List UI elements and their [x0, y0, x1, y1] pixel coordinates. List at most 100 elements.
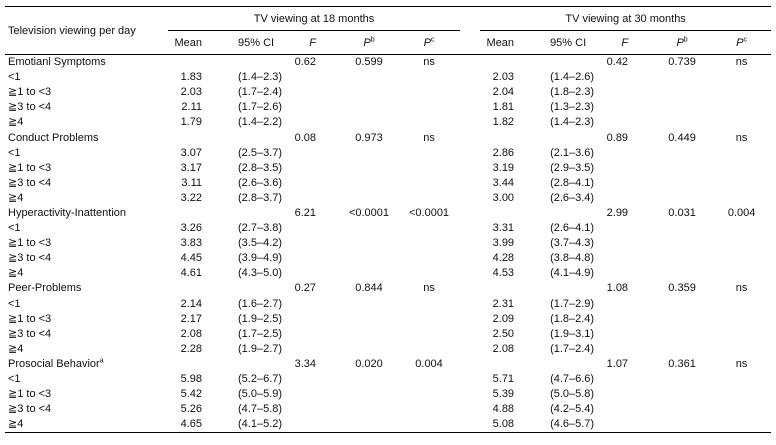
- mean-30: 2.86: [492, 146, 515, 159]
- f-value-18: 0.08: [292, 130, 340, 145]
- mean-18: 2.14: [180, 297, 202, 310]
- empty-cell: [712, 191, 771, 206]
- mean-30: 3.99: [492, 237, 515, 250]
- empty-cell: [532, 206, 604, 221]
- group-gap: [460, 130, 480, 145]
- ci-18: (1.9–2.7): [238, 342, 283, 355]
- group-gap: [460, 146, 480, 161]
- f-value-30-text: 1.08: [606, 282, 629, 295]
- f-value-30-text: 0.42: [606, 56, 629, 69]
- group-header-18: TV viewing at 18 months: [168, 6, 461, 31]
- group-gap: [460, 70, 480, 85]
- empty-cell: [340, 372, 398, 387]
- f-value-18-text: 3.34: [294, 357, 316, 370]
- empty-cell: [480, 206, 532, 221]
- ci-30: (1.8–2.3): [550, 86, 595, 99]
- group-gap: [460, 372, 480, 387]
- empty-cell: [398, 297, 460, 312]
- empty-cell: [712, 115, 771, 130]
- empty-cell: [292, 191, 340, 206]
- row-label: ≧3 to <4: [8, 403, 52, 416]
- empty-cell: [398, 402, 460, 417]
- empty-cell: [292, 146, 340, 161]
- empty-cell: [292, 342, 340, 357]
- pb-value-18-text: 0.020: [355, 357, 383, 370]
- f-value-30-text: 1.07: [606, 357, 629, 370]
- table-row: ≧4 3.22 (2.8–3.7) 3.00 (2.6–3.4): [5, 191, 771, 206]
- empty-cell: [604, 85, 652, 100]
- f-value-18-text: 6.21: [294, 206, 316, 219]
- table-row: ≧1 to <3 3.83 (3.5–4.2) 3.99 (3.7–4.3): [5, 236, 771, 251]
- empty-cell: [398, 191, 460, 206]
- mean-30: 1.82: [492, 116, 515, 129]
- group-gap: [460, 312, 480, 327]
- empty-cell: [292, 297, 340, 312]
- empty-cell: [220, 130, 292, 145]
- empty-cell: [604, 312, 652, 327]
- pb-value-18: 0.599: [340, 55, 398, 71]
- section-name-text: Prosocial Behavior: [8, 357, 100, 370]
- table-row: ≧3 to <4 3.11 (2.6–3.6) 3.44 (2.8–4.1): [5, 176, 771, 191]
- f-value-30: 2.99: [604, 206, 652, 221]
- table-row: <1 3.26 (2.7–3.8) 3.31 (2.6–4.1): [5, 221, 771, 236]
- empty-cell: [604, 191, 652, 206]
- empty-cell: [532, 130, 604, 145]
- group-gap: [460, 191, 480, 206]
- ci-18: (3.5–4.2): [238, 237, 283, 250]
- table-row: <1 1.83 (1.4–2.3) 2.03 (1.4–2.6): [5, 70, 771, 85]
- empty-cell: [398, 251, 460, 266]
- mean-18: 4.45: [180, 252, 202, 265]
- ci-18: (2.7–3.8): [238, 222, 283, 235]
- empty-cell: [604, 387, 652, 402]
- pc-value-18-text: <0.0001: [408, 206, 450, 219]
- col-pc-30-sup: c: [743, 35, 748, 43]
- empty-cell: [340, 115, 398, 130]
- empty-cell: [292, 115, 340, 130]
- pb-value-30-text: 0.449: [668, 131, 696, 144]
- col-mean-30: Mean: [480, 30, 533, 55]
- empty-cell: [340, 100, 398, 115]
- ci-18: (2.5–3.7): [238, 146, 283, 159]
- group-gap: [460, 30, 481, 55]
- table-row: ≧4 1.79 (1.4–2.2) 1.82 (1.4–2.3): [5, 115, 771, 130]
- mean-30: 2.31: [492, 297, 515, 310]
- row-label: <1: [8, 297, 21, 310]
- tv-viewing-table: Television viewing per day TV viewing at…: [5, 6, 772, 434]
- row-label: ≧3 to <4: [8, 176, 52, 189]
- mean-18: 5.98: [180, 373, 202, 386]
- pb-value-18: 0.844: [340, 281, 398, 296]
- pb-value-30: 0.359: [652, 281, 712, 296]
- empty-cell: [604, 70, 652, 85]
- group-gap: [460, 6, 481, 31]
- table-row: ≧3 to <4 5.26 (4.7–5.8) 4.88 (4.2–5.4): [5, 402, 771, 417]
- empty-cell: [712, 70, 771, 85]
- empty-cell: [340, 402, 398, 417]
- ci-18: (2.6–3.6): [238, 176, 283, 189]
- empty-cell: [652, 191, 712, 206]
- section-name-text: Conduct Problems: [8, 131, 99, 144]
- f-value-18: 0.27: [292, 281, 340, 296]
- empty-cell: [532, 357, 604, 372]
- ci-30: (4.1–4.9): [550, 267, 595, 280]
- empty-cell: [652, 312, 712, 327]
- pb-value-18: 0.973: [340, 130, 398, 145]
- pc-value-18-text: ns: [423, 282, 435, 295]
- mean-30: 5.39: [492, 388, 515, 401]
- empty-cell: [712, 236, 771, 251]
- empty-cell: [712, 372, 771, 387]
- section-name: Hyperactivity-Inattention: [5, 206, 168, 221]
- empty-cell: [398, 312, 460, 327]
- ci-18: (2.8–3.7): [238, 191, 283, 204]
- empty-cell: [712, 85, 771, 100]
- empty-cell: [604, 115, 652, 130]
- group-gap: [460, 387, 480, 402]
- col-f-30: F: [604, 30, 653, 55]
- mean-30: 5.08: [480, 417, 533, 434]
- ci-30: (2.8–4.1): [550, 176, 595, 189]
- ci-18: (1.4–2.3): [238, 71, 283, 84]
- section-name: Emotianl Symptoms: [5, 55, 168, 71]
- empty-cell: [398, 417, 461, 434]
- ci-18: (4.1–5.2): [220, 417, 292, 434]
- empty-cell: [604, 372, 652, 387]
